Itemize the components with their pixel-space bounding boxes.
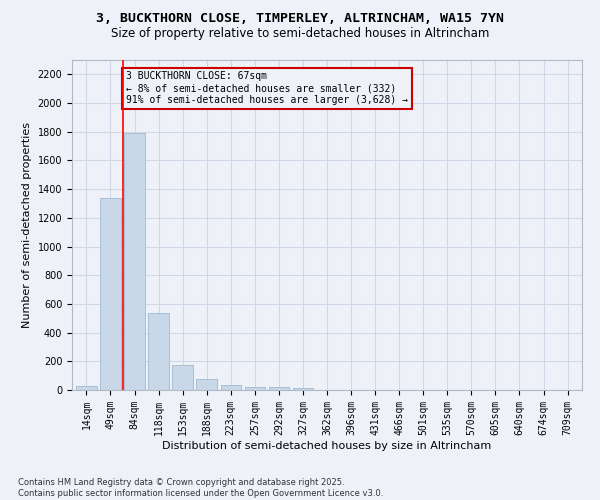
- Bar: [196, 379, 217, 390]
- Text: 3 BUCKTHORN CLOSE: 67sqm
← 8% of semi-detached houses are smaller (332)
91% of s: 3 BUCKTHORN CLOSE: 67sqm ← 8% of semi-de…: [126, 72, 408, 104]
- Y-axis label: Number of semi-detached properties: Number of semi-detached properties: [22, 122, 32, 328]
- Text: Size of property relative to semi-detached houses in Altrincham: Size of property relative to semi-detach…: [111, 28, 489, 40]
- Text: Contains HM Land Registry data © Crown copyright and database right 2025.
Contai: Contains HM Land Registry data © Crown c…: [18, 478, 383, 498]
- Bar: [245, 387, 265, 390]
- Text: 3, BUCKTHORN CLOSE, TIMPERLEY, ALTRINCHAM, WA15 7YN: 3, BUCKTHORN CLOSE, TIMPERLEY, ALTRINCHA…: [96, 12, 504, 26]
- Bar: [293, 388, 313, 390]
- Bar: [100, 198, 121, 390]
- X-axis label: Distribution of semi-detached houses by size in Altrincham: Distribution of semi-detached houses by …: [163, 440, 491, 450]
- Bar: [172, 365, 193, 390]
- Bar: [221, 386, 241, 390]
- Bar: [148, 312, 169, 390]
- Bar: [76, 386, 97, 390]
- Bar: [124, 133, 145, 390]
- Bar: [269, 388, 289, 390]
